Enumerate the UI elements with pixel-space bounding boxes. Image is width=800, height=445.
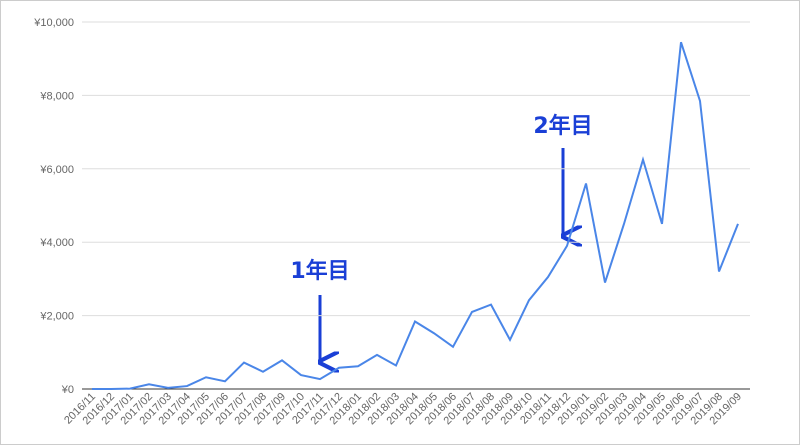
y-tick-label: ¥0 — [61, 384, 74, 396]
y-tick-label: ¥10,000 — [33, 17, 74, 29]
line — [92, 41, 739, 390]
y-tick-label: ¥2,000 — [39, 311, 74, 323]
y-tick-label: ¥4,000 — [39, 237, 74, 249]
annotation: 1年目 — [290, 258, 349, 284]
annotation: 2年目 — [533, 113, 592, 139]
y-tick-label: ¥8,000 — [39, 90, 74, 102]
y-tick-label: ¥6,000 — [39, 164, 74, 176]
